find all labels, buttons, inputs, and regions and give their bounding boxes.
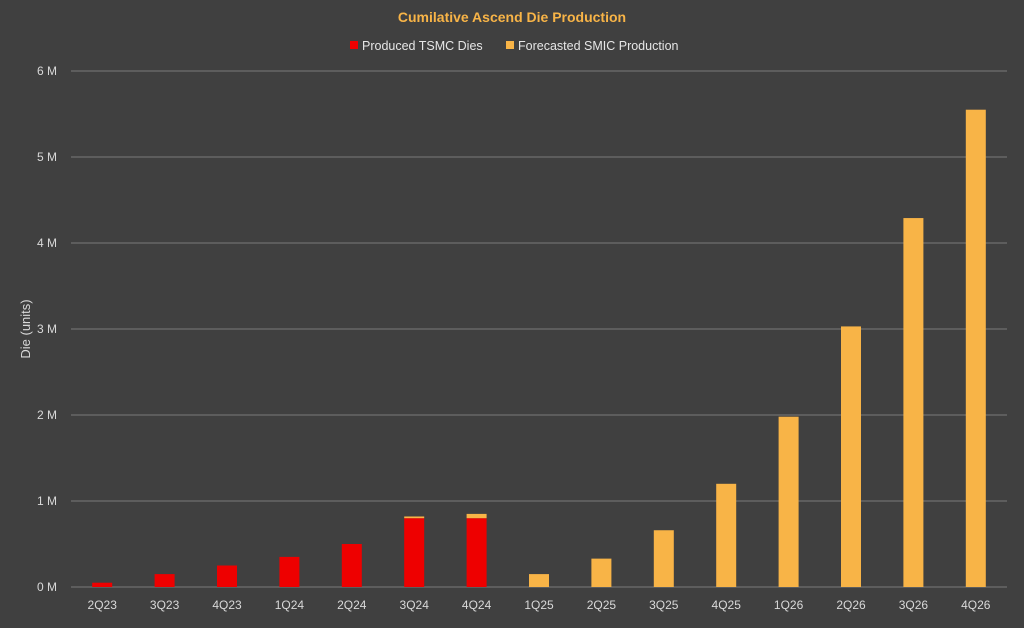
y-tick-label: 2 M: [37, 408, 57, 422]
bar-tsmc-4Q23: [217, 565, 237, 587]
bar-smic-3Q26: [903, 218, 924, 587]
chart-title: Cumilative Ascend Die Production: [398, 9, 626, 25]
x-tick-label: 4Q26: [961, 598, 991, 612]
x-tick-label: 4Q24: [462, 598, 492, 612]
bar-smic-4Q24: [466, 513, 487, 519]
x-tick-label: 3Q23: [150, 598, 180, 612]
bar-smic-3Q25: [653, 530, 674, 587]
x-tick-label: 2Q24: [337, 598, 367, 612]
x-tick-label: 2Q25: [587, 598, 617, 612]
bar-smic-3Q24: [404, 516, 425, 519]
bar-smic-1Q26: [778, 416, 799, 587]
x-axis-ticks: 2Q23 3Q23 4Q23 1Q24 2Q24 3Q24 4Q24 1Q25 2Q25 3Q25…: [88, 598, 991, 612]
y-tick-label: 0 M: [37, 580, 57, 594]
y-tick-label: 5 M: [37, 150, 57, 164]
legend-swatch: [350, 41, 358, 49]
x-tick-label: 4Q25: [712, 598, 742, 612]
x-tick-label: 1Q25: [524, 598, 554, 612]
y-tick-label: 3 M: [37, 322, 57, 336]
bar-tsmc-4Q24: [466, 518, 487, 587]
y-axis-ticks: 0 M 1 M 2 M 3 M 4 M 5 M 6 M: [37, 64, 57, 594]
bar-tsmc-3Q24: [404, 518, 425, 587]
gridlines: [71, 70, 1007, 588]
legend-item-tsmc: Produced TSMC Dies: [350, 39, 483, 53]
bar-tsmc-3Q23: [154, 574, 175, 587]
y-tick-label: 4 M: [37, 236, 57, 250]
bar-tsmc-2Q24: [341, 544, 362, 587]
x-tick-label: 4Q23: [212, 598, 242, 612]
legend-item-smic: Forecasted SMIC Production: [506, 39, 679, 53]
bar-smic-2Q25: [591, 558, 612, 587]
y-tick-label: 1 M: [37, 494, 57, 508]
bar-smic-4Q26: [965, 109, 986, 587]
legend-swatch: [506, 41, 514, 49]
x-tick-label: 2Q23: [88, 598, 118, 612]
bar-smic-2Q26: [841, 326, 861, 587]
x-tick-label: 1Q24: [275, 598, 305, 612]
bar-smic-1Q25: [529, 574, 549, 587]
y-tick-label: 6 M: [37, 64, 57, 78]
bars: [92, 109, 986, 587]
x-tick-label: 2Q26: [836, 598, 866, 612]
x-tick-label: 3Q26: [899, 598, 929, 612]
legend: Produced TSMC Dies Forecasted SMIC Produc…: [350, 39, 679, 53]
legend-label: Forecasted SMIC Production: [518, 39, 679, 53]
x-tick-label: 1Q26: [774, 598, 804, 612]
y-axis-title: Die (units): [18, 299, 33, 358]
x-tick-label: 3Q25: [649, 598, 679, 612]
legend-label: Produced TSMC Dies: [362, 39, 483, 53]
bar-tsmc-2Q23: [92, 582, 113, 587]
bar-tsmc-1Q24: [279, 556, 300, 587]
x-tick-label: 3Q24: [400, 598, 430, 612]
bar-smic-4Q25: [716, 483, 737, 587]
